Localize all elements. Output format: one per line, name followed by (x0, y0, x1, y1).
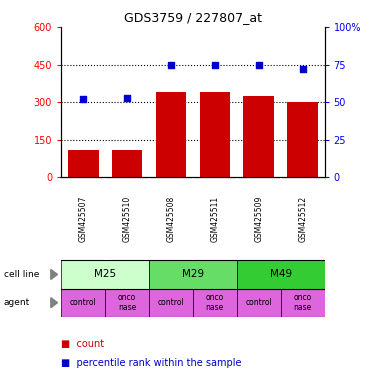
Text: agent: agent (4, 298, 30, 307)
Point (80, 96, 86, 102)
Text: M25: M25 (94, 270, 116, 280)
Bar (237, 260, 325, 288)
Point (256, 61, 262, 68)
Bar (193, 288, 237, 317)
Text: onco
nase: onco nase (118, 293, 136, 312)
Point (168, 61, 174, 68)
Point (300, 66, 306, 72)
Bar (200, 92, 230, 177)
Text: onco
nase: onco nase (293, 293, 312, 312)
Bar (149, 260, 237, 288)
Text: ■  count: ■ count (61, 339, 104, 349)
Bar (237, 288, 281, 317)
Text: M29: M29 (182, 270, 204, 280)
Text: GSM425509: GSM425509 (254, 196, 263, 242)
Text: M49: M49 (270, 270, 292, 280)
Text: control: control (70, 298, 96, 307)
Bar (281, 288, 325, 317)
Text: ■  percentile rank within the sample: ■ percentile rank within the sample (61, 358, 242, 368)
Bar (105, 288, 149, 317)
Text: GSM425512: GSM425512 (298, 196, 307, 242)
Text: cell line: cell line (4, 270, 39, 279)
Text: control: control (158, 298, 184, 307)
Bar (68, 150, 99, 177)
Point (212, 61, 218, 68)
Text: GSM425507: GSM425507 (79, 196, 88, 242)
Bar (155, 92, 186, 177)
Text: GSM425511: GSM425511 (210, 196, 219, 242)
Bar (61, 260, 149, 288)
Bar (287, 102, 318, 177)
Bar (112, 150, 142, 177)
Text: GSM425508: GSM425508 (167, 196, 175, 242)
Text: GSM425510: GSM425510 (122, 196, 132, 242)
Bar (243, 96, 274, 177)
Bar (149, 288, 193, 317)
Text: control: control (245, 298, 272, 307)
Title: GDS3759 / 227807_at: GDS3759 / 227807_at (124, 11, 262, 24)
Bar (61, 288, 105, 317)
Point (124, 94, 130, 101)
Text: onco
nase: onco nase (206, 293, 224, 312)
